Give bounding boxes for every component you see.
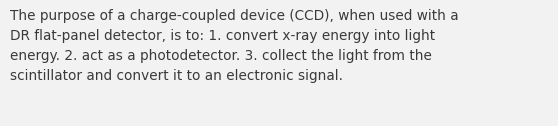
Text: The purpose of a charge-coupled device (CCD), when used with a
DR flat-panel det: The purpose of a charge-coupled device (…	[10, 9, 459, 83]
